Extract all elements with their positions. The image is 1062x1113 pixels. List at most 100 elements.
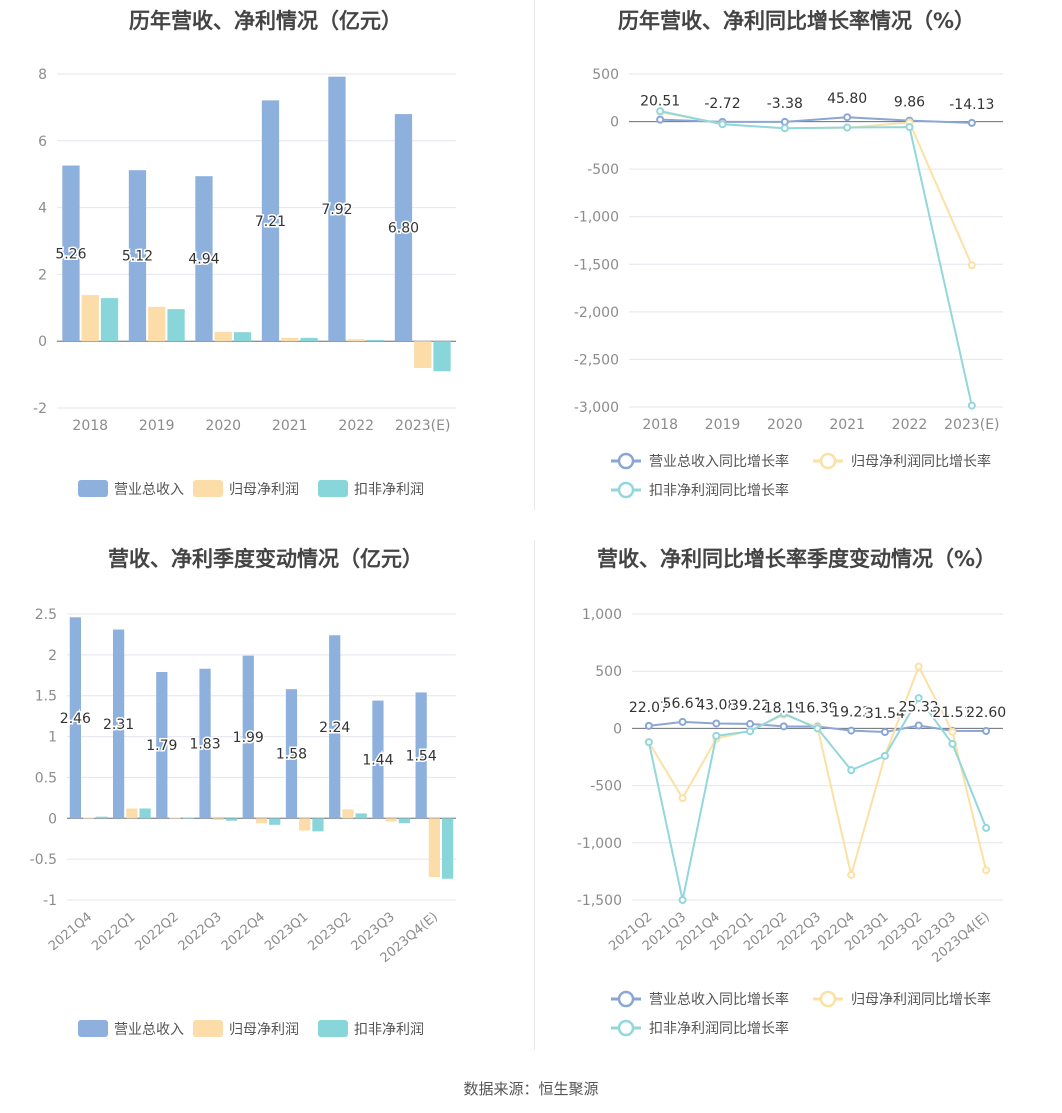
y-tick-label: 500 [595, 664, 622, 680]
y-tick-label: 500 [592, 67, 619, 83]
data-source-note: 数据来源：恒生聚源 [463, 1080, 599, 1098]
bar [242, 655, 254, 819]
x-tick-label: 2022 [892, 417, 928, 433]
bar [167, 309, 185, 342]
data-label: 2.31 [103, 717, 134, 733]
bar [385, 818, 397, 822]
x-tick-label: 2022Q2 [132, 910, 181, 955]
quarterly-line-chart-svg: -1,500-1,000-50005001,0002021Q22021Q3202… [577, 607, 1008, 1037]
series-point [678, 896, 687, 904]
series-point [779, 709, 788, 718]
bar [299, 818, 311, 831]
y-tick-label: -1 [43, 893, 57, 909]
bar [112, 629, 125, 819]
x-tick-label: 2023Q2 [305, 910, 354, 955]
bar [415, 692, 427, 819]
series-point [967, 401, 976, 410]
legend-label: 归母净利润同比增长率 [851, 991, 991, 1008]
bar [398, 818, 411, 824]
series-point [948, 727, 957, 736]
bar [81, 295, 99, 342]
y-tick-label: -3,000 [574, 400, 619, 416]
legend-marker [617, 481, 635, 499]
legend-swatch [318, 480, 348, 497]
series-point [847, 766, 856, 775]
quarterly-bar-chart-svg: -1-0.500.511.522.52021Q42022Q12022Q22022… [30, 607, 456, 1038]
bar [255, 818, 268, 824]
bar [372, 700, 384, 819]
y-tick-label: -2,500 [574, 352, 619, 368]
vertical-divider [534, 0, 535, 510]
legend-marker [617, 1019, 635, 1037]
x-tick-label: 2019 [705, 417, 741, 433]
series-point [967, 261, 976, 270]
series-point [746, 727, 755, 736]
series-point [644, 738, 653, 747]
data-label: 1.99 [233, 730, 264, 746]
y-tick-label: -500 [590, 779, 622, 795]
legend-label: 营业总收入同比增长率 [649, 453, 789, 470]
bar [199, 668, 211, 819]
y-tick-label: 2.5 [35, 607, 57, 623]
legend-label: 扣非净利润 [354, 482, 424, 498]
y-tick-label: -0.5 [30, 852, 57, 868]
chart-title: 历年营收、净利情况（亿元） [129, 9, 402, 33]
x-tick-label: 2023(E) [944, 417, 999, 433]
series-point [982, 866, 991, 875]
data-label: 9.86 [894, 95, 925, 111]
legend-label: 营业总收入 [114, 482, 184, 498]
bar [394, 114, 413, 342]
bar [148, 306, 166, 342]
y-tick-label: 8 [38, 67, 47, 83]
data-label: 1.83 [189, 737, 220, 753]
bar [428, 818, 441, 878]
legend-swatch [193, 1020, 223, 1037]
x-tick-label: 2018 [642, 417, 678, 433]
bar [139, 808, 151, 819]
bar [69, 617, 81, 819]
bar [62, 165, 80, 342]
data-label: 1.44 [362, 752, 393, 768]
x-tick-label: 2019 [139, 418, 175, 434]
bar [342, 809, 354, 819]
series-point [746, 719, 755, 728]
bar [366, 339, 385, 342]
series-point [880, 728, 889, 737]
legend-label: 营业总收入 [114, 1022, 184, 1038]
data-label: -3.38 [767, 96, 803, 112]
data-label: 16.39 [797, 701, 837, 717]
bar [355, 813, 367, 819]
series-point [847, 726, 856, 735]
bar [328, 76, 346, 342]
data-label: 7.92 [321, 202, 352, 218]
annual-revenue-profit-chart: 历年营收、净利情况（亿元） -2 0 2 4 6 8 2018 2019 2020 2021 202… [0, 0, 531, 515]
series-point [880, 751, 889, 760]
bar [433, 341, 451, 372]
series-point [847, 870, 856, 879]
bar [195, 176, 213, 342]
legend-label: 扣非净利润 [354, 1022, 424, 1038]
data-label: 5.12 [122, 249, 153, 265]
bar [312, 818, 324, 832]
annual-line-chart-svg: -3,000 -2,500 -2,000 -1,500 -1,000 -500 0 500 20… [574, 67, 1003, 499]
bar [182, 817, 194, 819]
legend-swatch [78, 480, 108, 497]
series-point [948, 739, 957, 748]
bar [212, 818, 224, 820]
series-point [780, 124, 789, 133]
legend-label: 归母净利润 [229, 1021, 299, 1038]
x-tick-label: 2021Q4 [46, 910, 95, 955]
x-tick-label: 2021 [829, 417, 865, 433]
y-tick-label: 0 [48, 811, 57, 827]
y-tick-label: 0 [610, 115, 619, 131]
bar [300, 337, 318, 342]
series-point [813, 724, 822, 733]
series-point [780, 117, 789, 126]
bar [261, 100, 280, 342]
y-tick-label: 2 [38, 267, 47, 283]
y-tick-label: 0 [613, 721, 622, 737]
y-tick-label: -1,000 [574, 210, 619, 226]
x-tick-label: 2022Q4 [219, 910, 268, 955]
data-label: 6.80 [388, 221, 419, 237]
data-label: 18.19 [764, 700, 804, 716]
